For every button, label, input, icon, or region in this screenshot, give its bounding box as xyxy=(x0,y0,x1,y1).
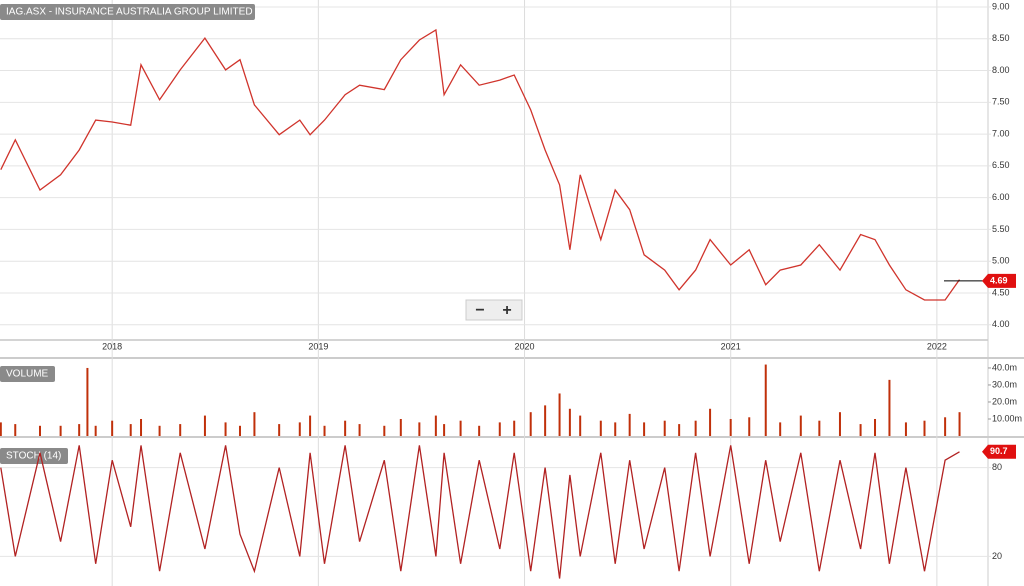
bar xyxy=(818,420,821,436)
bar xyxy=(709,408,712,436)
bar xyxy=(513,420,516,436)
bar xyxy=(224,422,227,436)
x-tick-label: 2020 xyxy=(514,341,534,351)
bar xyxy=(238,425,241,436)
y-tick-label: 10.00m xyxy=(992,413,1022,423)
bar xyxy=(203,415,206,436)
bar xyxy=(958,412,961,436)
y-tick-label: 80 xyxy=(992,462,1002,472)
x-tick-label: 2022 xyxy=(927,341,947,351)
y-tick-label: 40.0m xyxy=(992,362,1017,372)
bar xyxy=(0,422,2,436)
zoom-in[interactable]: + xyxy=(502,302,511,319)
bar xyxy=(399,418,402,436)
pane-title: STOCH (14) xyxy=(6,451,61,462)
y-tick-label: 4.00 xyxy=(992,319,1010,329)
y-tick-label: 8.50 xyxy=(992,33,1010,43)
y-tick-label: 7.50 xyxy=(992,97,1010,107)
last-value-label: 90.7 xyxy=(990,446,1008,456)
bar xyxy=(38,425,41,436)
series-line xyxy=(0,28,961,301)
bar xyxy=(944,417,947,436)
y-tick-label: 20.0m xyxy=(992,396,1017,406)
y-tick-label: 9.00 xyxy=(992,1,1010,11)
bar xyxy=(459,420,462,436)
y-tick-label: 8.00 xyxy=(992,65,1010,75)
bar xyxy=(278,424,281,436)
x-tick-label: 2021 xyxy=(721,341,741,351)
x-tick-label: 2019 xyxy=(308,341,328,351)
bar xyxy=(309,415,312,436)
bar xyxy=(443,424,446,436)
bar xyxy=(140,418,143,436)
pane-title: IAG.ASX - INSURANCE AUSTRALIA GROUP LIMI… xyxy=(6,7,253,18)
bar xyxy=(344,420,347,436)
bar xyxy=(579,415,582,436)
bar xyxy=(111,420,114,436)
bar xyxy=(298,422,301,436)
series-line xyxy=(0,445,960,579)
bar xyxy=(78,424,81,436)
bar xyxy=(558,393,561,436)
y-tick-label: 5.50 xyxy=(992,224,1010,234)
bar xyxy=(729,418,732,436)
bar xyxy=(418,422,421,436)
bar xyxy=(643,422,646,436)
bar xyxy=(358,424,361,436)
bar xyxy=(764,364,767,436)
bar xyxy=(888,379,891,436)
bar xyxy=(14,424,17,436)
pane-title: VOLUME xyxy=(6,369,49,380)
bar xyxy=(694,420,697,436)
bar xyxy=(904,422,907,436)
y-tick-label: 7.00 xyxy=(992,128,1010,138)
bar xyxy=(599,420,602,436)
bar xyxy=(923,420,926,436)
pane-title-box xyxy=(0,4,255,20)
y-tick-label: 6.50 xyxy=(992,160,1010,170)
bar xyxy=(94,425,97,436)
x-tick-label: 2018 xyxy=(102,341,122,351)
y-tick-label: 30.0m xyxy=(992,379,1017,389)
y-tick-label: 20 xyxy=(992,551,1002,561)
bar xyxy=(434,415,437,436)
bar xyxy=(628,413,631,436)
bar xyxy=(478,425,481,436)
bar xyxy=(779,422,782,436)
bar xyxy=(678,424,681,436)
pane-title-box xyxy=(0,366,55,382)
bar xyxy=(383,425,386,436)
bar xyxy=(86,367,89,436)
bar xyxy=(748,417,751,436)
y-tick-label: 6.00 xyxy=(992,192,1010,202)
bar xyxy=(129,424,132,436)
bar xyxy=(663,420,666,436)
last-value-label: 4.69 xyxy=(990,275,1008,285)
bar xyxy=(859,424,862,436)
bar xyxy=(874,418,877,436)
pane-title-box xyxy=(0,448,68,464)
y-tick-label: 4.50 xyxy=(992,287,1010,297)
bar xyxy=(498,422,501,436)
zoom-box[interactable] xyxy=(465,299,523,321)
last-value-tag xyxy=(982,444,1016,459)
bar xyxy=(253,412,256,436)
y-tick-label: 5.00 xyxy=(992,256,1010,266)
bar xyxy=(568,408,571,436)
last-value-tag xyxy=(982,273,1016,288)
bar xyxy=(799,415,802,436)
bar xyxy=(323,425,326,436)
bar xyxy=(614,422,617,436)
bar xyxy=(544,405,547,436)
bar xyxy=(59,425,62,436)
zoom-out[interactable]: − xyxy=(475,302,484,319)
bar xyxy=(158,425,161,436)
bar xyxy=(179,424,182,436)
bar xyxy=(838,412,841,436)
bar xyxy=(529,412,532,436)
